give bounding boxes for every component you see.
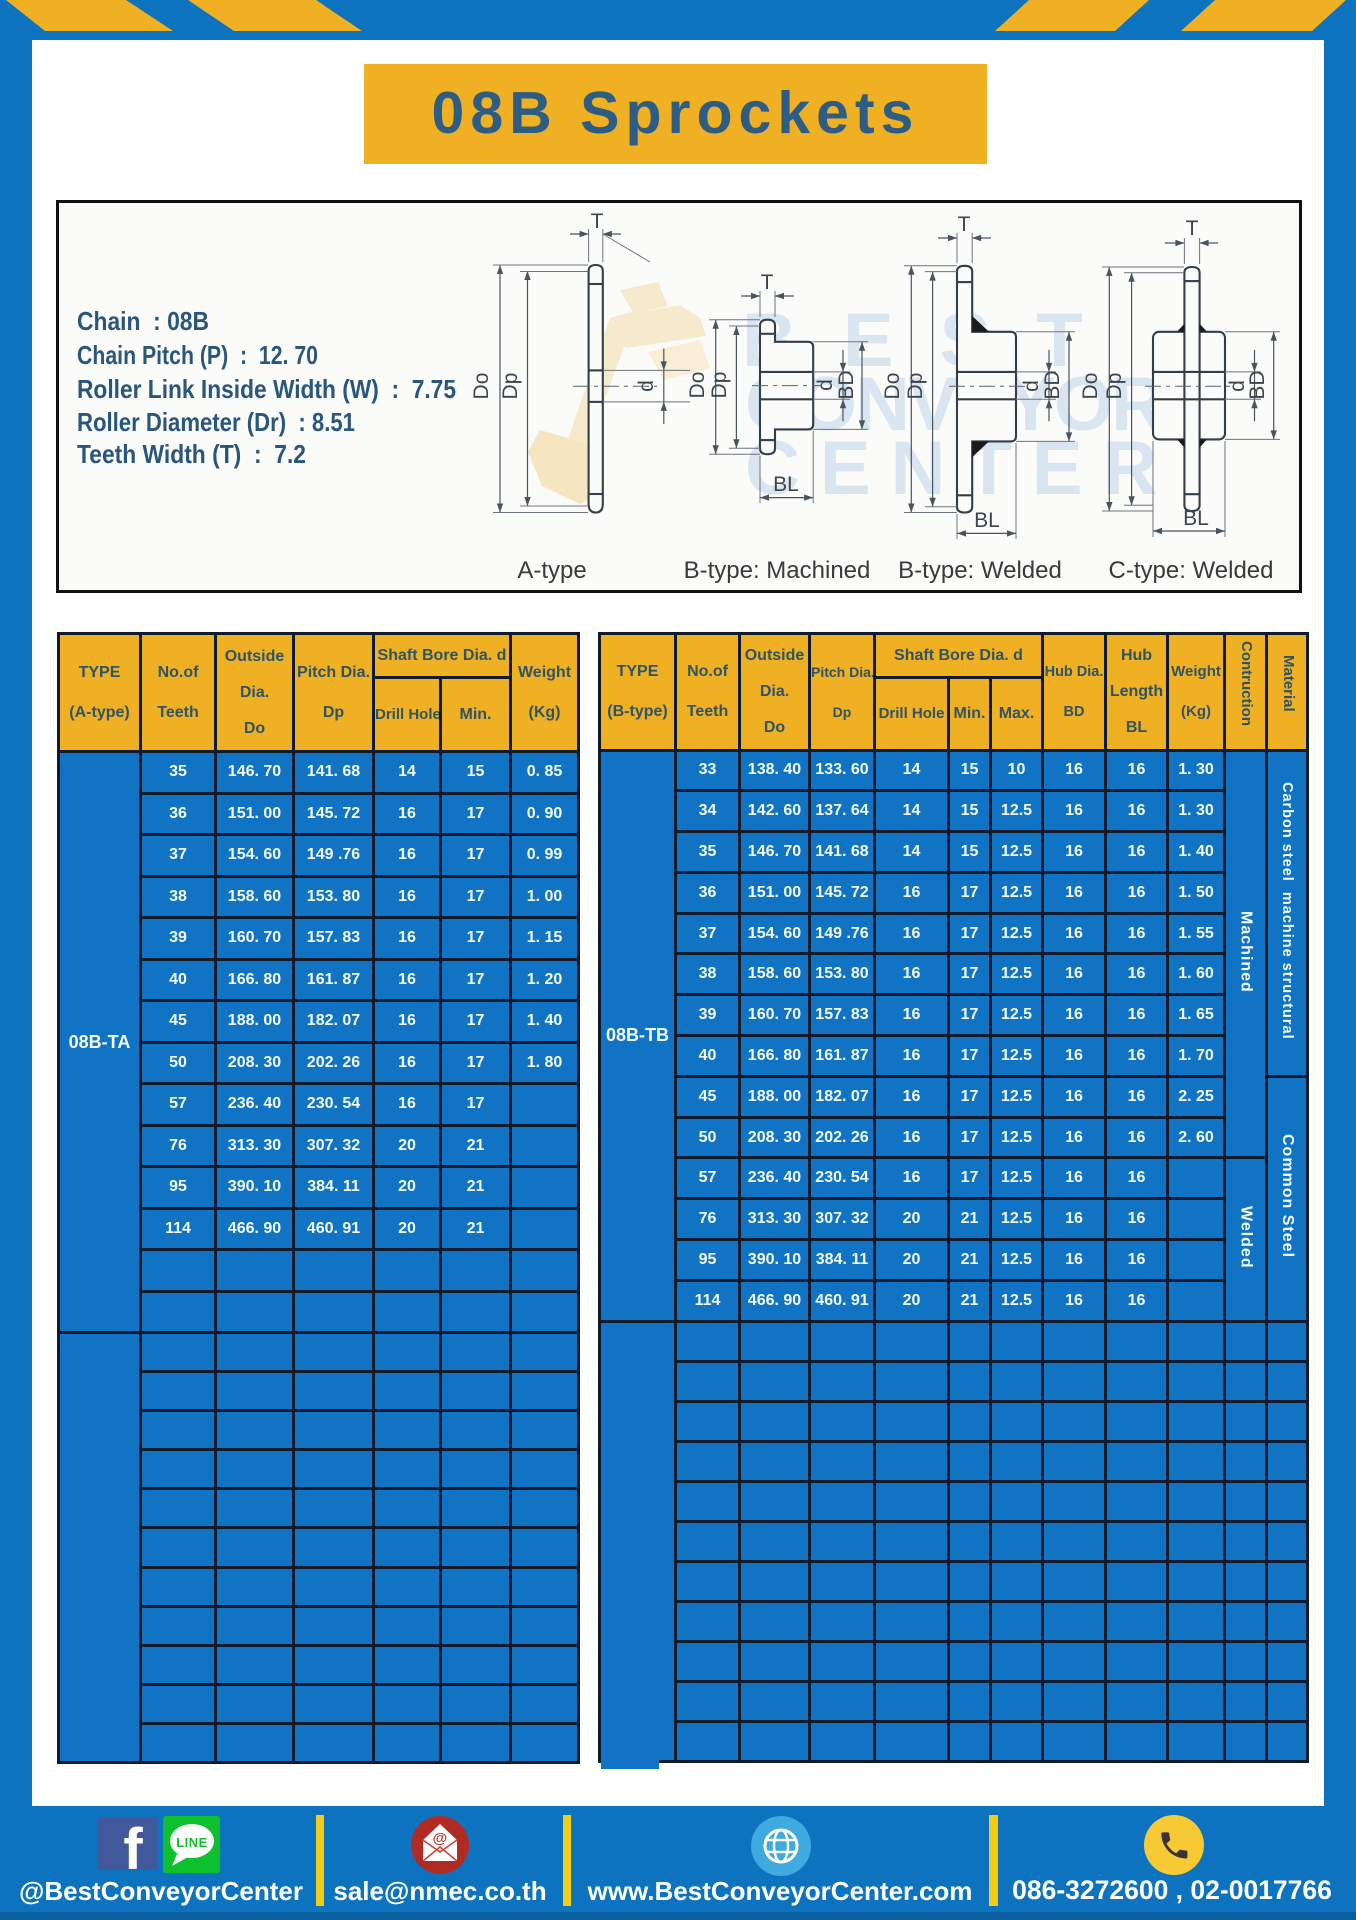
svg-text:Chain : 08B: Chain : 08B <box>77 306 209 336</box>
svg-text:BD: BD <box>1246 370 1269 399</box>
svg-text:Dp: Dp <box>708 372 731 399</box>
svg-text:Teeth Width (T) : 7.2: Teeth Width (T) : 7.2 <box>77 439 306 469</box>
svg-text:BD: BD <box>1041 370 1064 399</box>
svg-text:Dp: Dp <box>904 373 927 400</box>
svg-text:B-type: Machined: B-type: Machined <box>684 557 871 584</box>
svg-text:@BestConveyorCenter: @BestConveyorCenter <box>19 1876 303 1906</box>
svg-text:d: d <box>814 379 837 391</box>
svg-text:Do: Do <box>881 373 904 400</box>
svg-text:BD: BD <box>835 370 858 399</box>
svg-text:T: T <box>1186 217 1199 240</box>
svg-text:d: d <box>1020 380 1043 392</box>
svg-text:d: d <box>1226 380 1249 392</box>
svg-text:LINE: LINE <box>176 1835 208 1850</box>
svg-text:BL: BL <box>974 509 1000 532</box>
svg-text:sale@nmec.co.th: sale@nmec.co.th <box>333 1876 546 1906</box>
svg-text:Roller Link Inside Width (W): Roller Link Inside Width (W) : 7.75 <box>77 374 456 404</box>
svg-text:Dp: Dp <box>1103 373 1126 400</box>
svg-text:CENTER: CENTER <box>745 426 1177 511</box>
svg-text:Do: Do <box>470 373 493 400</box>
svg-text:Dp: Dp <box>499 373 522 400</box>
svg-text:@: @ <box>433 1830 448 1847</box>
svg-text:Roller Diameter (Dr) : 8.51: Roller Diameter (Dr) : 8.51 <box>77 407 355 437</box>
svg-text:Chain Pitch (P) : 12. 70: Chain Pitch (P) : 12. 70 <box>77 340 318 370</box>
svg-text:T: T <box>761 271 774 294</box>
svg-text:f: f <box>123 1817 143 1882</box>
svg-text:BL: BL <box>773 473 799 496</box>
svg-text:B-type: Welded: B-type: Welded <box>898 557 1062 584</box>
svg-text:Do: Do <box>1079 373 1102 400</box>
svg-text:T: T <box>958 213 971 236</box>
svg-text:www.BestConveyorCenter.com: www.BestConveyorCenter.com <box>587 1876 973 1906</box>
svg-text:BL: BL <box>1183 507 1209 530</box>
svg-text:Do: Do <box>686 372 709 399</box>
svg-text:086-3272600 , 02-0017766: 086-3272600 , 02-0017766 <box>1012 1875 1332 1905</box>
svg-text:A-type: A-type <box>517 557 586 584</box>
svg-text:C-type: Welded: C-type: Welded <box>1109 557 1274 584</box>
svg-text:T: T <box>591 210 604 233</box>
